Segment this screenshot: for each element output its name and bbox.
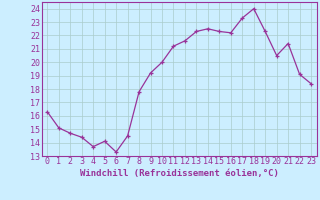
X-axis label: Windchill (Refroidissement éolien,°C): Windchill (Refroidissement éolien,°C) [80,169,279,178]
